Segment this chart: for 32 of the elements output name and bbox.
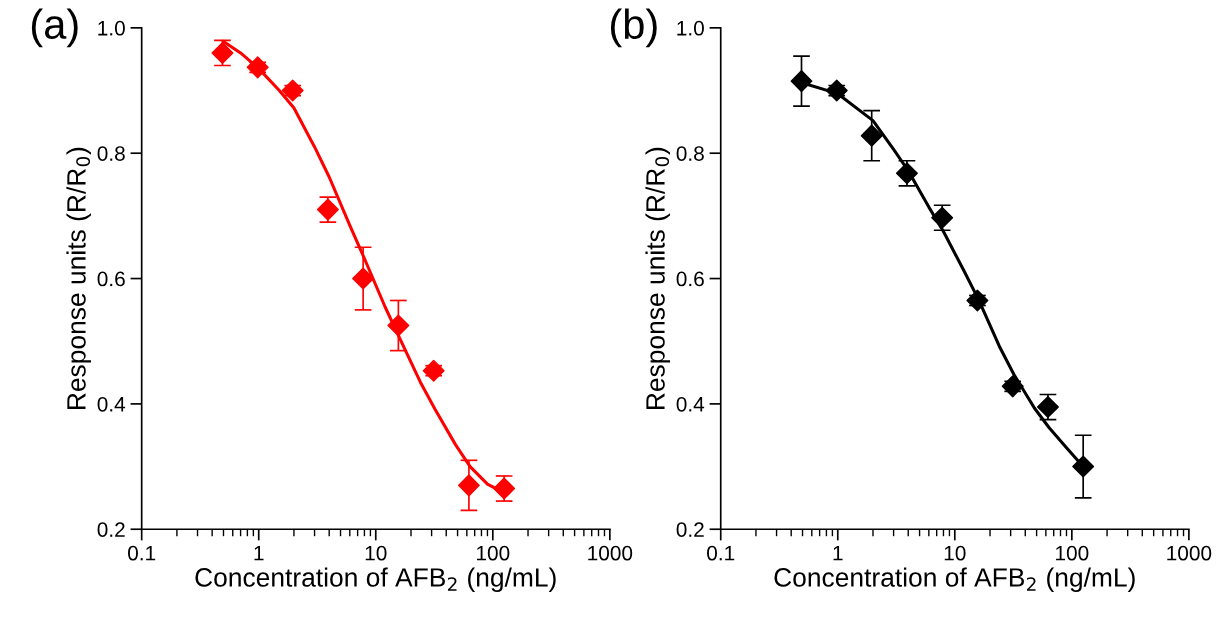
x-tick-label: 1000 xyxy=(1167,545,1212,561)
y-tick-label: 1.0 xyxy=(677,20,704,36)
text: (b) xyxy=(610,8,657,48)
point xyxy=(387,314,410,337)
y-tick-label: 0.8 xyxy=(97,146,125,161)
point xyxy=(860,124,883,147)
x-tick-label: 1 xyxy=(833,545,843,561)
x-tick-label: 10 xyxy=(365,545,387,561)
x-tick-label: 100 xyxy=(1056,545,1089,561)
y-tick-label: 1.0 xyxy=(98,20,125,36)
x-tick-label: 10 xyxy=(944,545,966,561)
point xyxy=(457,474,480,497)
x-tick-label: 100 xyxy=(477,545,510,561)
y-axis-title: Response units (R/R$_{0}$) xyxy=(645,147,671,409)
x-tick-label: 1 xyxy=(254,545,264,561)
y-tick-label: 0.2 xyxy=(676,522,704,537)
y-tick-label: 0.6 xyxy=(97,271,125,287)
y-tick-label: 0.4 xyxy=(676,396,705,412)
x-tick-label: 0.1 xyxy=(128,545,156,561)
x-tick-label: 0.1 xyxy=(707,545,735,561)
x-tick-label: 1000 xyxy=(588,545,633,561)
x-axis-title: Concentration of AFB$_{2}$ (ng/mL) xyxy=(195,567,556,593)
point xyxy=(790,70,813,93)
point xyxy=(352,267,375,290)
y-tick-label: 0.6 xyxy=(676,271,704,287)
text: (a) xyxy=(31,8,78,48)
point xyxy=(1072,455,1095,478)
y-tick-label: 0.8 xyxy=(676,146,704,161)
y-tick-label: 0.2 xyxy=(97,522,125,537)
y-tick-label: 0.4 xyxy=(97,396,126,412)
y-axis-title: Response units (R/R$_{0}$) xyxy=(66,147,91,409)
x-axis-title: Concentration of AFB$_{2}$ (ng/mL) xyxy=(774,567,1135,593)
